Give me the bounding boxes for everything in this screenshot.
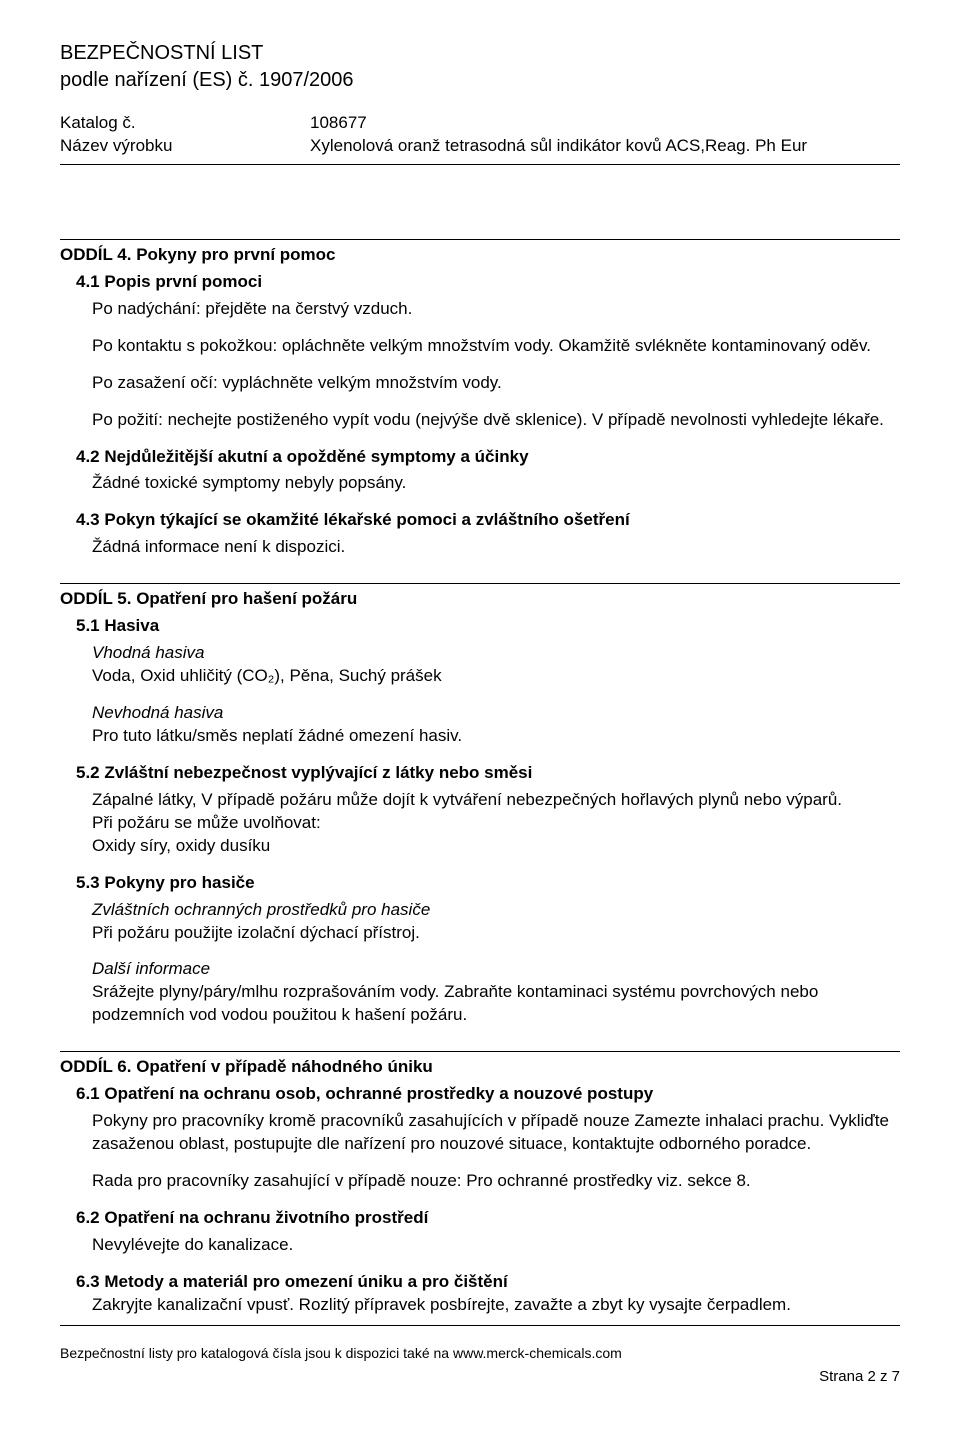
sub-4-1-title: 4.1 Popis první pomoci bbox=[76, 271, 900, 294]
sub-6-1-body1: Pokyny pro pracovníky kromě pracovníků z… bbox=[92, 1110, 900, 1156]
sub-4-3-title: 4.3 Pokyn týkající se okamžité lékařské … bbox=[76, 509, 900, 532]
sub-4-1-skin: Po kontaktu s pokožkou: opláchněte velký… bbox=[92, 335, 900, 358]
sub-4-1-eyes: Po zasažení očí: vypláchněte velkým množ… bbox=[92, 372, 900, 395]
sub-5-3-prot-body: Při požáru použijte izolační dýchací pří… bbox=[92, 922, 900, 945]
section-4-title: ODDÍL 4. Pokyny pro první pomoc bbox=[60, 244, 900, 267]
product-value: Xylenolová oranž tetrasodná sůl indikáto… bbox=[310, 135, 900, 158]
sub-5-3-title: 5.3 Pokyny pro hasiče bbox=[76, 872, 900, 895]
sub-5-1-suitable-body: Voda, Oxid uhličitý (CO₂), Pěna, Suchý p… bbox=[92, 665, 900, 688]
sub-4-1-ingest: Po požití: nechejte postiženého vypít vo… bbox=[92, 409, 900, 432]
sub-6-1-body2: Rada pro pracovníky zasahující v případě… bbox=[92, 1170, 900, 1193]
sub-5-2-body2: Při požáru se může uvolňovat: bbox=[92, 812, 900, 835]
meta-product: Název výrobku Xylenolová oranž tetrasodn… bbox=[60, 135, 900, 158]
sub-6-2-body: Nevylévejte do kanalizace. bbox=[92, 1234, 900, 1257]
sub-6-2-title: 6.2 Opatření na ochranu životního prostř… bbox=[76, 1207, 900, 1230]
section-5-rule bbox=[60, 583, 900, 584]
sub-5-2-title: 5.2 Zvláštní nebezpečnost vyplývající z … bbox=[76, 762, 900, 785]
section-4: ODDÍL 4. Pokyny pro první pomoc 4.1 Popi… bbox=[60, 244, 900, 559]
catalog-label: Katalog č. bbox=[60, 112, 310, 135]
catalog-value: 108677 bbox=[310, 112, 900, 135]
footer-note: Bezpečnostní listy pro katalogová čísla … bbox=[60, 1344, 900, 1363]
sub-4-1-inhale: Po nadýchání: přejděte na čerstvý vzduch… bbox=[92, 298, 900, 321]
sub-5-2-body3: Oxidy síry, oxidy dusíku bbox=[92, 835, 900, 858]
sub-5-3-prot-label: Zvláštních ochranných prostředků pro has… bbox=[92, 899, 900, 922]
sub-6-1-title: 6.1 Opatření na ochranu osob, ochranné p… bbox=[76, 1083, 900, 1106]
sub-6-3-title: 6.3 Metody a materiál pro omezení úniku … bbox=[76, 1271, 900, 1294]
meta-catalog: Katalog č. 108677 bbox=[60, 112, 900, 135]
sub-4-2-title: 4.2 Nejdůležitější akutní a opožděné sym… bbox=[76, 446, 900, 469]
sub-5-1-unsuitable-body: Pro tuto látku/směs neplatí žádné omezen… bbox=[92, 725, 900, 748]
sub-5-1-title: 5.1 Hasiva bbox=[76, 615, 900, 638]
section-5: ODDÍL 5. Opatření pro hašení požáru 5.1 … bbox=[60, 588, 900, 1027]
page-number: Strana 2 z 7 bbox=[60, 1367, 900, 1387]
sub-6-3-body: Zakryjte kanalizační vpusť. Rozlitý příp… bbox=[92, 1294, 900, 1317]
product-label: Název výrobku bbox=[60, 135, 310, 158]
section-5-title: ODDÍL 5. Opatření pro hašení požáru bbox=[60, 588, 900, 611]
sub-4-3-body: Žádná informace není k dispozici. bbox=[92, 536, 900, 559]
sub-5-3-info-body: Srážejte plyny/páry/mlhu rozprašováním v… bbox=[92, 981, 900, 1027]
section-6-rule bbox=[60, 1051, 900, 1052]
document-header: BEZPEČNOSTNÍ LIST podle nařízení (ES) č.… bbox=[60, 40, 900, 165]
doc-title: BEZPEČNOSTNÍ LIST bbox=[60, 40, 900, 67]
footer-rule bbox=[60, 1325, 900, 1326]
section-6: ODDÍL 6. Opatření v případě náhodného ún… bbox=[60, 1056, 900, 1316]
sub-4-2-body: Žádné toxické symptomy nebyly popsány. bbox=[92, 472, 900, 495]
sub-5-1-suitable-label: Vhodná hasiva bbox=[92, 642, 900, 665]
doc-subtitle: podle nařízení (ES) č. 1907/2006 bbox=[60, 67, 900, 94]
sub-5-3-info-label: Další informace bbox=[92, 958, 900, 981]
section-6-title: ODDÍL 6. Opatření v případě náhodného ún… bbox=[60, 1056, 900, 1079]
sub-5-1-unsuitable-label: Nevhodná hasiva bbox=[92, 702, 900, 725]
section-4-rule bbox=[60, 239, 900, 240]
sub-5-2-body1: Zápalné látky, V případě požáru může doj… bbox=[92, 789, 900, 812]
